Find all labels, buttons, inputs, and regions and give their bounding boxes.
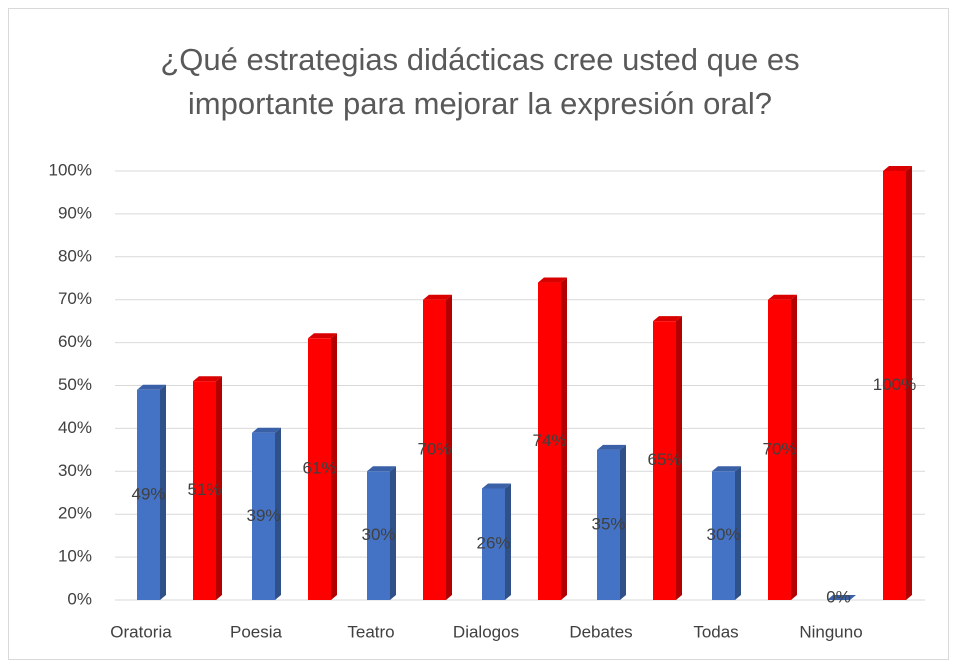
data-label: 49% bbox=[131, 484, 165, 503]
data-label: 35% bbox=[591, 514, 625, 533]
bar-side bbox=[446, 294, 452, 600]
y-tick-label: 0% bbox=[67, 589, 92, 608]
data-label: 70% bbox=[417, 439, 451, 458]
bar bbox=[367, 471, 390, 600]
bar bbox=[768, 299, 791, 600]
data-label: 0% bbox=[826, 587, 851, 606]
y-tick-label: 50% bbox=[58, 375, 92, 394]
data-label: 65% bbox=[647, 450, 681, 469]
bar bbox=[653, 321, 676, 600]
bar-side bbox=[906, 166, 912, 600]
bar-top bbox=[712, 466, 741, 472]
bar-side bbox=[390, 466, 396, 600]
data-label: 61% bbox=[302, 459, 336, 478]
bar-top bbox=[482, 483, 511, 489]
data-label: 100% bbox=[873, 375, 916, 394]
bar-top bbox=[423, 294, 452, 300]
bar bbox=[193, 381, 216, 600]
bar-side bbox=[505, 483, 511, 600]
bar bbox=[597, 449, 620, 600]
bar-top bbox=[883, 166, 912, 171]
y-tick-label: 40% bbox=[58, 418, 92, 437]
x-tick-label: Dialogos bbox=[453, 622, 519, 641]
data-label: 51% bbox=[187, 480, 221, 499]
y-tick-label: 90% bbox=[58, 203, 92, 222]
bar-side bbox=[160, 384, 166, 600]
bar-side bbox=[331, 333, 337, 600]
bar bbox=[308, 338, 331, 600]
data-label: 70% bbox=[762, 439, 796, 458]
chart-border bbox=[8, 8, 949, 660]
data-label: 26% bbox=[476, 534, 510, 553]
y-tick-label: 60% bbox=[58, 332, 92, 351]
x-tick-label: Teatro bbox=[347, 622, 394, 641]
chart-title: ¿Qué estrategias didácticas cree usted q… bbox=[160, 42, 800, 121]
data-label: 30% bbox=[361, 525, 395, 544]
bar bbox=[423, 299, 446, 600]
data-label: 30% bbox=[706, 525, 740, 544]
bar bbox=[538, 282, 561, 600]
data-label: 74% bbox=[532, 431, 566, 450]
x-tick-label: Ninguno bbox=[799, 622, 862, 641]
y-tick-label: 80% bbox=[58, 246, 92, 265]
data-label: 39% bbox=[246, 506, 280, 525]
bar-top bbox=[827, 595, 856, 600]
bar-top bbox=[768, 294, 797, 300]
y-tick-label: 30% bbox=[58, 461, 92, 480]
bar bbox=[712, 471, 735, 600]
bar-top bbox=[653, 316, 682, 322]
bar-side bbox=[735, 466, 741, 600]
x-tick-label: Todas bbox=[693, 622, 738, 641]
bar bbox=[883, 171, 906, 600]
bar-top bbox=[308, 333, 337, 339]
x-tick-label: Debates bbox=[569, 622, 632, 641]
bar-side bbox=[620, 444, 626, 600]
y-tick-label: 10% bbox=[58, 547, 92, 566]
bar-side bbox=[676, 316, 682, 600]
bar-side bbox=[791, 294, 797, 600]
y-tick-label: 20% bbox=[58, 504, 92, 523]
bar-side bbox=[561, 277, 567, 600]
y-tick-label: 70% bbox=[58, 289, 92, 308]
y-tick-label: 100% bbox=[49, 160, 92, 179]
bar-top bbox=[597, 444, 626, 450]
bar-side bbox=[275, 427, 281, 600]
bar-top bbox=[367, 466, 396, 472]
x-tick-label: Oratoria bbox=[110, 622, 172, 641]
bar-top bbox=[252, 427, 281, 433]
bar bbox=[252, 432, 275, 600]
bar-top bbox=[538, 277, 567, 283]
bar-top bbox=[137, 384, 166, 390]
bar-side bbox=[216, 376, 222, 600]
bar bbox=[137, 389, 160, 600]
bar-top bbox=[193, 376, 222, 382]
bar bbox=[482, 488, 505, 600]
x-tick-label: Poesia bbox=[230, 622, 283, 641]
